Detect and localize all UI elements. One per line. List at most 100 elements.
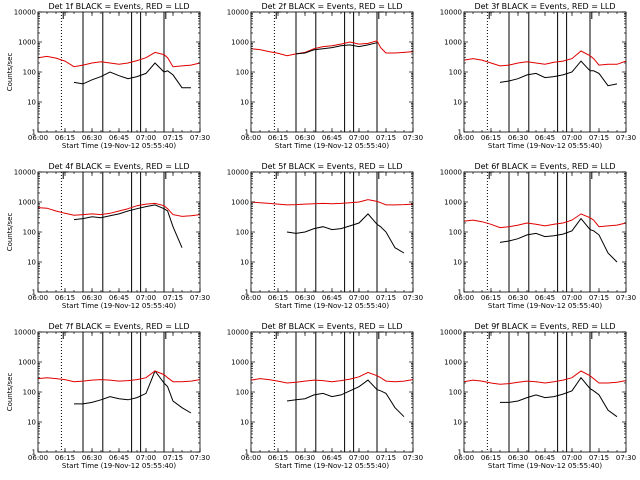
x-tick-label: 07:00 bbox=[349, 454, 369, 462]
x-tick-label: 07:15 bbox=[376, 294, 396, 302]
x-tick-label: 06:45 bbox=[535, 134, 555, 142]
bracket-marker bbox=[165, 171, 171, 179]
lld-series-line bbox=[250, 199, 414, 206]
x-tick-label: 06:30 bbox=[295, 454, 315, 462]
x-tick-label: 06:45 bbox=[535, 294, 555, 302]
panel-chart-svg: Det 7f BLACK = Events, RED = LLD 1 10 100 10… bbox=[6, 322, 210, 470]
x-axis-label: Start Time (19-Nov-12 05:55:40) bbox=[488, 462, 602, 470]
y-tick-label: 10 bbox=[27, 99, 36, 107]
y-tick-label: 1 bbox=[458, 129, 462, 137]
lld-series-line bbox=[37, 370, 201, 383]
y-tick-label: 100 bbox=[23, 69, 36, 77]
y-tick-label: 10 bbox=[27, 259, 36, 267]
y-axis-label: Counts/sec bbox=[6, 53, 14, 92]
y-tick-label: 1 bbox=[245, 129, 249, 137]
x-tick-label: 06:00 bbox=[241, 134, 261, 142]
panel-title: Det 4f BLACK = Events, RED = LLD bbox=[48, 162, 189, 171]
x-tick-label: 06:00 bbox=[28, 454, 48, 462]
y-tick-label: 100 bbox=[23, 229, 36, 237]
y-tick-label: 10 bbox=[453, 99, 462, 107]
events-series-line bbox=[500, 376, 618, 418]
x-tick-label: 07:30 bbox=[616, 454, 636, 462]
x-tick-label: 06:00 bbox=[241, 294, 261, 302]
y-tick-label: 100 bbox=[236, 389, 249, 397]
bracket-marker bbox=[488, 171, 495, 179]
y-tick-label: 10 bbox=[453, 419, 462, 427]
y-tick-label: 1 bbox=[32, 289, 36, 297]
x-axis-label: Start Time (19-Nov-12 05:55:40) bbox=[62, 142, 176, 150]
x-tick-label: 06:30 bbox=[82, 294, 102, 302]
plot-frame bbox=[463, 331, 627, 453]
x-tick-label: 06:30 bbox=[295, 294, 315, 302]
detector-panel-6: Det 6f BLACK = Events, RED = LLD 1 10 100 10… bbox=[426, 160, 639, 320]
x-tick-label: 06:15 bbox=[268, 454, 288, 462]
x-tick-label: 07:15 bbox=[163, 294, 183, 302]
y-tick-label: 1000 bbox=[444, 359, 462, 367]
x-tick-label: 06:15 bbox=[55, 454, 75, 462]
lld-series-line bbox=[250, 371, 414, 384]
x-axis-label: Start Time (19-Nov-12 05:55:40) bbox=[488, 302, 602, 310]
events-series-line bbox=[295, 42, 378, 55]
bracket-marker bbox=[488, 331, 495, 339]
y-tick-label: 1 bbox=[245, 449, 249, 457]
events-series-line bbox=[73, 62, 191, 89]
x-tick-label: 06:30 bbox=[508, 454, 528, 462]
events-series-line bbox=[73, 204, 183, 248]
events-series-line bbox=[499, 217, 618, 263]
x-tick-label: 06:45 bbox=[109, 294, 129, 302]
detector-panel-8: Det 8f BLACK = Events, RED = LLD 1 10 100 10… bbox=[213, 320, 426, 480]
x-tick-label: 06:00 bbox=[241, 454, 261, 462]
panel-title: Det 5f BLACK = Events, RED = LLD bbox=[261, 162, 402, 171]
x-tick-label: 06:15 bbox=[55, 294, 75, 302]
x-axis-label: Start Time (19-Nov-12 05:55:40) bbox=[275, 302, 389, 310]
y-tick-label: 100 bbox=[23, 389, 36, 397]
panel-title: Det 9f BLACK = Events, RED = LLD bbox=[474, 322, 615, 331]
x-axis-label: Start Time (19-Nov-12 05:55:40) bbox=[275, 462, 389, 470]
y-tick-label: 1000 bbox=[231, 359, 249, 367]
y-tick-label: 10 bbox=[240, 99, 249, 107]
events-series-line bbox=[286, 379, 405, 418]
x-tick-label: 06:15 bbox=[481, 134, 501, 142]
plot-frame bbox=[250, 11, 414, 133]
panel-chart-svg: Det 2f BLACK = Events, RED = LLD 1 10 100 10… bbox=[227, 2, 423, 150]
detector-panel-1: Det 1f BLACK = Events, RED = LLD 1 10 100 10… bbox=[0, 0, 213, 160]
events-series-line bbox=[74, 369, 192, 414]
y-tick-label: 1 bbox=[245, 289, 249, 297]
y-tick-label: 1000 bbox=[18, 39, 36, 47]
y-tick-label: 1 bbox=[32, 129, 36, 137]
y-tick-label: 10000 bbox=[227, 9, 249, 17]
x-axis-label: Start Time (19-Nov-12 05:55:40) bbox=[275, 142, 389, 150]
x-tick-label: 06:45 bbox=[109, 454, 129, 462]
y-tick-label: 100 bbox=[449, 69, 462, 77]
x-tick-label: 06:45 bbox=[322, 294, 342, 302]
y-tick-label: 10000 bbox=[14, 329, 36, 337]
y-tick-label: 10 bbox=[240, 259, 249, 267]
panel-chart-svg: Det 8f BLACK = Events, RED = LLD 1 10 100 10… bbox=[227, 322, 423, 470]
lld-series-line bbox=[250, 40, 414, 57]
x-tick-label: 06:15 bbox=[481, 294, 501, 302]
detector-panel-9: Det 9f BLACK = Events, RED = LLD 1 10 100 10… bbox=[426, 320, 639, 480]
bracket-marker bbox=[378, 171, 384, 179]
bracket-marker bbox=[62, 171, 69, 179]
x-tick-label: 06:00 bbox=[454, 134, 474, 142]
x-tick-label: 06:45 bbox=[322, 134, 342, 142]
x-tick-label: 07:30 bbox=[190, 454, 210, 462]
panel-title: Det 2f BLACK = Events, RED = LLD bbox=[261, 2, 402, 11]
x-tick-label: 07:00 bbox=[562, 134, 582, 142]
lld-series-line bbox=[463, 213, 627, 229]
x-tick-label: 06:15 bbox=[268, 294, 288, 302]
panel-chart-svg: Det 4f BLACK = Events, RED = LLD 1 10 100 10… bbox=[6, 162, 210, 310]
detector-panel-5: Det 5f BLACK = Events, RED = LLD 1 10 100 10… bbox=[213, 160, 426, 320]
x-tick-label: 07:15 bbox=[376, 454, 396, 462]
x-tick-label: 07:30 bbox=[403, 454, 423, 462]
plot-frame bbox=[37, 331, 201, 453]
x-tick-label: 06:15 bbox=[268, 134, 288, 142]
y-tick-label: 10 bbox=[453, 259, 462, 267]
x-tick-label: 07:00 bbox=[349, 294, 369, 302]
x-tick-label: 07:30 bbox=[616, 294, 636, 302]
y-tick-label: 100 bbox=[449, 389, 462, 397]
bracket-marker bbox=[62, 11, 69, 19]
y-tick-label: 10000 bbox=[440, 9, 462, 17]
panel-chart-svg: Det 5f BLACK = Events, RED = LLD 1 10 100 10… bbox=[227, 162, 423, 310]
x-tick-label: 07:15 bbox=[163, 454, 183, 462]
